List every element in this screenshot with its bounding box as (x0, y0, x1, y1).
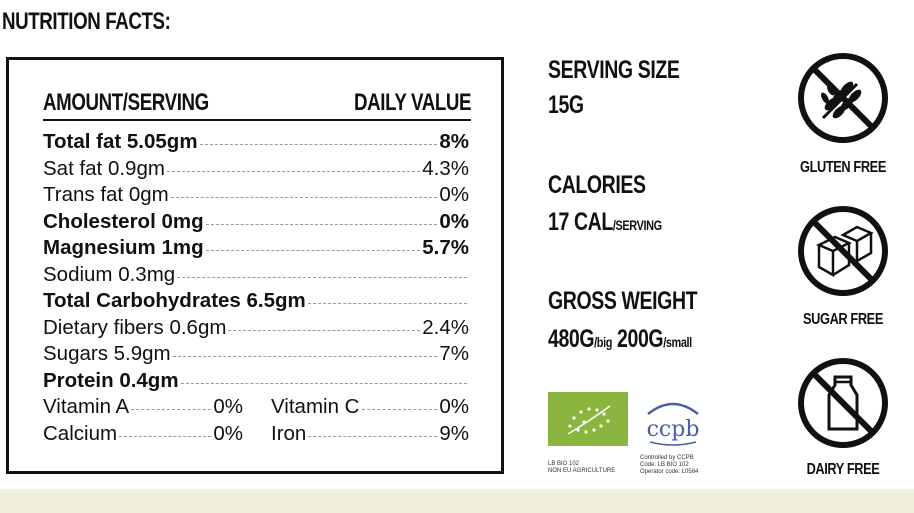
sugar-free-label: SUGAR FREE (803, 311, 883, 328)
serving-size-label: SERVING SIZE (548, 56, 680, 84)
calories-label: CALORIES (548, 171, 646, 199)
row-cholesterol: Cholesterol 0mg 0% (43, 209, 469, 233)
gluten-free-icon (797, 52, 889, 144)
row-minerals: Calcium 0% Iron 9% (43, 421, 469, 445)
ccpb-logo-icon: ccpb (640, 396, 706, 448)
ccpb-cert-text: Controlled by CCPB Code: LB BIO 102 Oper… (640, 455, 699, 476)
row-sugars: Sugars 5.9gm 7% (43, 342, 469, 365)
row-sodium: Sodium 0.3mg (43, 263, 469, 290)
page-title: NUTRITION FACTS: (2, 8, 171, 35)
row-vitamins: Vitamin A 0% Vitamin C 0% (43, 395, 469, 418)
nutrient-list: Total fat 5.05gm 8% Sat fat 0.9gm 4.3% Tra… (43, 130, 469, 448)
row-sat-fat: Sat fat 0.9gm 4.3% (43, 156, 469, 180)
gross-weight-value: 480G/big 200G/small (548, 325, 692, 353)
nutrition-panel: AMOUNT/SERVING DAILY VALUE Total fat 5.0… (6, 57, 504, 474)
amount-header: AMOUNT/SERVING (43, 89, 209, 116)
serving-size-value: 15G (548, 91, 584, 119)
row-protein: Protein 0.4gm (43, 369, 469, 396)
sugar-free-icon (797, 205, 889, 297)
gross-weight-label: GROSS WEIGHT (548, 287, 698, 315)
daily-value-header: DAILY VALUE (353, 89, 471, 116)
row-dietary-fibers: Dietary fibers 0.6gm 2.4% (43, 315, 469, 339)
row-total-carbs: Total Carbohydrates 6.5gm (43, 289, 469, 316)
dairy-free-label: DAIRY FREE (806, 461, 880, 478)
calories-value: 17 CAL/SERVING (548, 208, 662, 236)
footer-band (0, 489, 914, 513)
row-total-fat: Total fat 5.05gm 8% (43, 130, 469, 153)
header-divider (43, 119, 471, 121)
gluten-free-label: GLUTEN FREE (800, 159, 886, 176)
ccpb-logo-text: ccpb (647, 417, 700, 442)
eu-cert-text: LB BIO 102 NON EU AGRICULTURE (548, 461, 616, 475)
dairy-free-icon (797, 357, 889, 449)
row-trans-fat: Trans fat 0gm 0% (43, 183, 469, 206)
eu-organic-leaf-icon (548, 392, 628, 446)
row-magnesium: Magnesium 1mg 5.7% (43, 236, 469, 259)
